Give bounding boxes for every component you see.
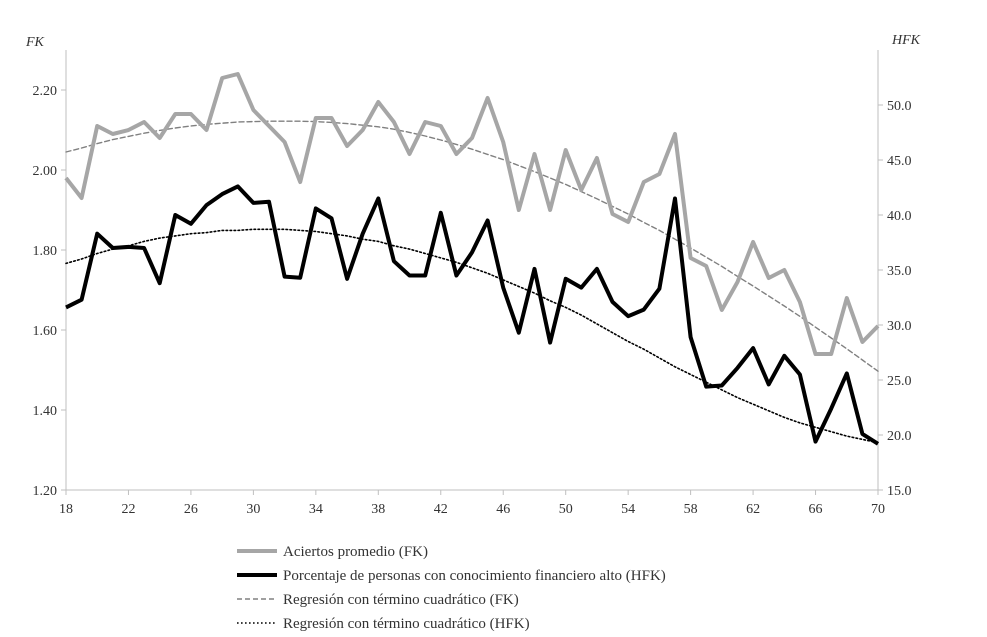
x-tick-label: 62 xyxy=(746,502,760,517)
x-tick-label: 46 xyxy=(496,502,510,517)
right-tick-label: 45.0 xyxy=(887,154,912,169)
right-tick-label: 40.0 xyxy=(887,209,912,224)
right-tick-label: 25.0 xyxy=(887,374,912,389)
series-line-2 xyxy=(65,184,880,446)
x-tick-label: 30 xyxy=(246,502,260,517)
x-tick-label: 42 xyxy=(434,502,448,517)
x-tick-label: 66 xyxy=(809,502,823,517)
right-axis-title: HFK xyxy=(891,33,921,48)
x-tick-label: 38 xyxy=(371,502,385,517)
series-line-1 xyxy=(64,72,880,356)
right-tick-label: 20.0 xyxy=(887,429,912,444)
x-axis-ticks: 18 22 26 30 34 38 42 46 50 54 58 62 66 70 xyxy=(59,490,885,517)
right-tick-label: 35.0 xyxy=(887,264,912,279)
x-tick-label: 22 xyxy=(121,502,135,517)
legend-label-2: Porcentaje de personas con conocimiento … xyxy=(283,568,666,584)
left-axis-ticks: 1.20 1.40 1.60 1.80 2.00 2.20 xyxy=(33,84,66,499)
legend: Aciertos promedio (FK) Porcentaje de pers… xyxy=(237,544,666,632)
left-tick-label: 1.40 xyxy=(33,404,58,419)
series-layer xyxy=(64,72,880,446)
left-tick-label: 1.20 xyxy=(33,484,58,499)
x-tick-label: 70 xyxy=(871,502,885,517)
left-axis-title: FK xyxy=(25,35,45,50)
legend-label-3: Regresión con término cuadrático (FK) xyxy=(283,592,519,608)
x-tick-label: 18 xyxy=(59,502,73,517)
legend-label-1: Aciertos promedio (FK) xyxy=(283,544,428,560)
x-tick-label: 26 xyxy=(184,502,198,517)
legend-label-4: Regresión con término cuadrático (HFK) xyxy=(283,616,530,632)
right-axis-ticks: 15.0 20.0 25.0 30.0 35.0 40.0 45.0 50.0 xyxy=(878,99,912,499)
right-tick-label: 50.0 xyxy=(887,99,912,114)
x-tick-label: 34 xyxy=(309,502,323,517)
x-tick-label: 50 xyxy=(559,502,573,517)
left-tick-label: 1.80 xyxy=(33,244,58,259)
left-tick-label: 2.20 xyxy=(33,84,58,99)
x-tick-label: 54 xyxy=(621,502,635,517)
left-tick-label: 2.00 xyxy=(33,164,58,179)
x-tick-label: 58 xyxy=(684,502,698,517)
left-tick-label: 1.60 xyxy=(33,324,58,339)
right-tick-label: 15.0 xyxy=(887,484,912,499)
series-line-4 xyxy=(65,228,879,444)
right-tick-label: 30.0 xyxy=(887,319,912,334)
